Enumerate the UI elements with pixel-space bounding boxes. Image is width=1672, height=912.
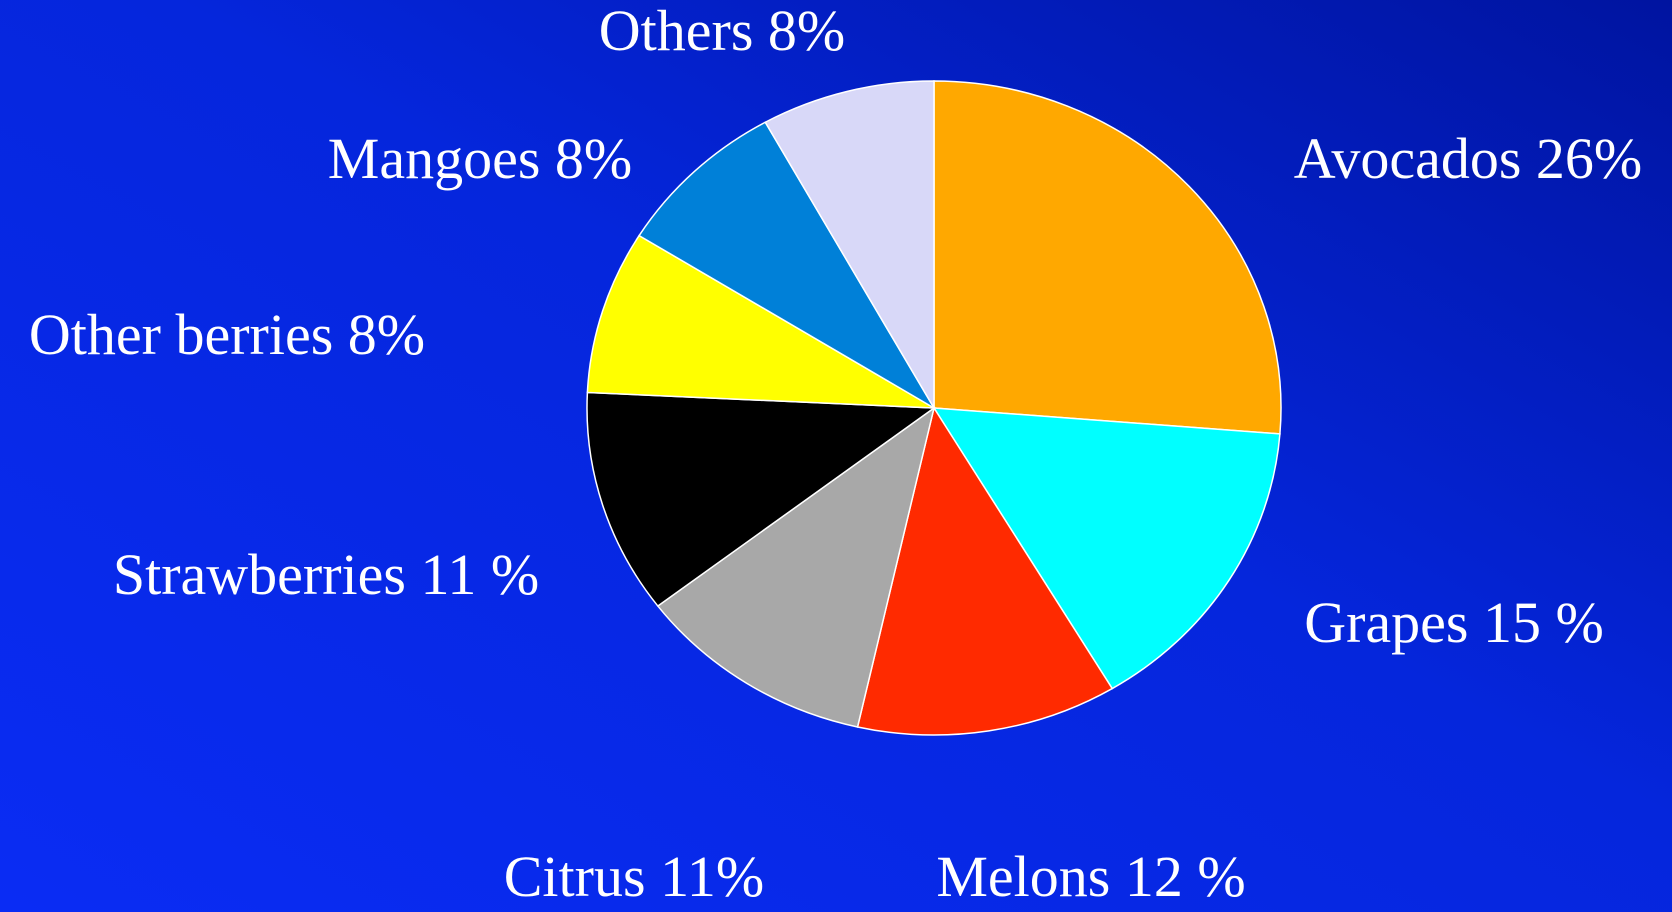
pie-slice bbox=[656, 406, 936, 728]
pie-slice bbox=[586, 391, 937, 608]
slice-label: Citrus 11% bbox=[504, 844, 764, 909]
slice-label: Others 8% bbox=[599, 0, 845, 63]
value-label: 8% bbox=[768, 0, 845, 63]
category-name: Strawberries bbox=[113, 542, 406, 607]
category-name: Others bbox=[599, 0, 754, 63]
category-name: Grapes bbox=[1304, 590, 1468, 655]
slice-label: Grapes 15 % bbox=[1304, 590, 1604, 655]
value-label: 11 % bbox=[420, 542, 539, 607]
pie-slice bbox=[638, 121, 937, 411]
slice-label: Avocados 26% bbox=[1294, 126, 1642, 191]
pie-slice bbox=[932, 407, 1281, 690]
category-name: Mangoes bbox=[328, 126, 541, 191]
slice-label: Other berries 8% bbox=[29, 302, 425, 367]
category-name: Avocados bbox=[1294, 126, 1522, 191]
value-label: 26% bbox=[1536, 126, 1642, 191]
value-label: 15 % bbox=[1483, 590, 1604, 655]
value-label: 11% bbox=[660, 844, 764, 909]
value-label: 8% bbox=[348, 302, 425, 367]
slice-label: Mangoes 8% bbox=[328, 126, 632, 191]
pie-slice bbox=[856, 406, 1114, 736]
category-name: Melons bbox=[936, 844, 1110, 909]
pie-slice bbox=[764, 80, 935, 411]
value-label: 12 % bbox=[1125, 844, 1246, 909]
category-name: Other berries bbox=[29, 302, 333, 367]
pie-slice bbox=[586, 234, 935, 409]
category-name: Citrus bbox=[504, 844, 646, 909]
pie-slice bbox=[933, 80, 1282, 435]
value-label: 8% bbox=[555, 126, 632, 191]
slice-label: Strawberries 11 % bbox=[113, 542, 539, 607]
slice-label: Melons 12 % bbox=[936, 844, 1245, 909]
